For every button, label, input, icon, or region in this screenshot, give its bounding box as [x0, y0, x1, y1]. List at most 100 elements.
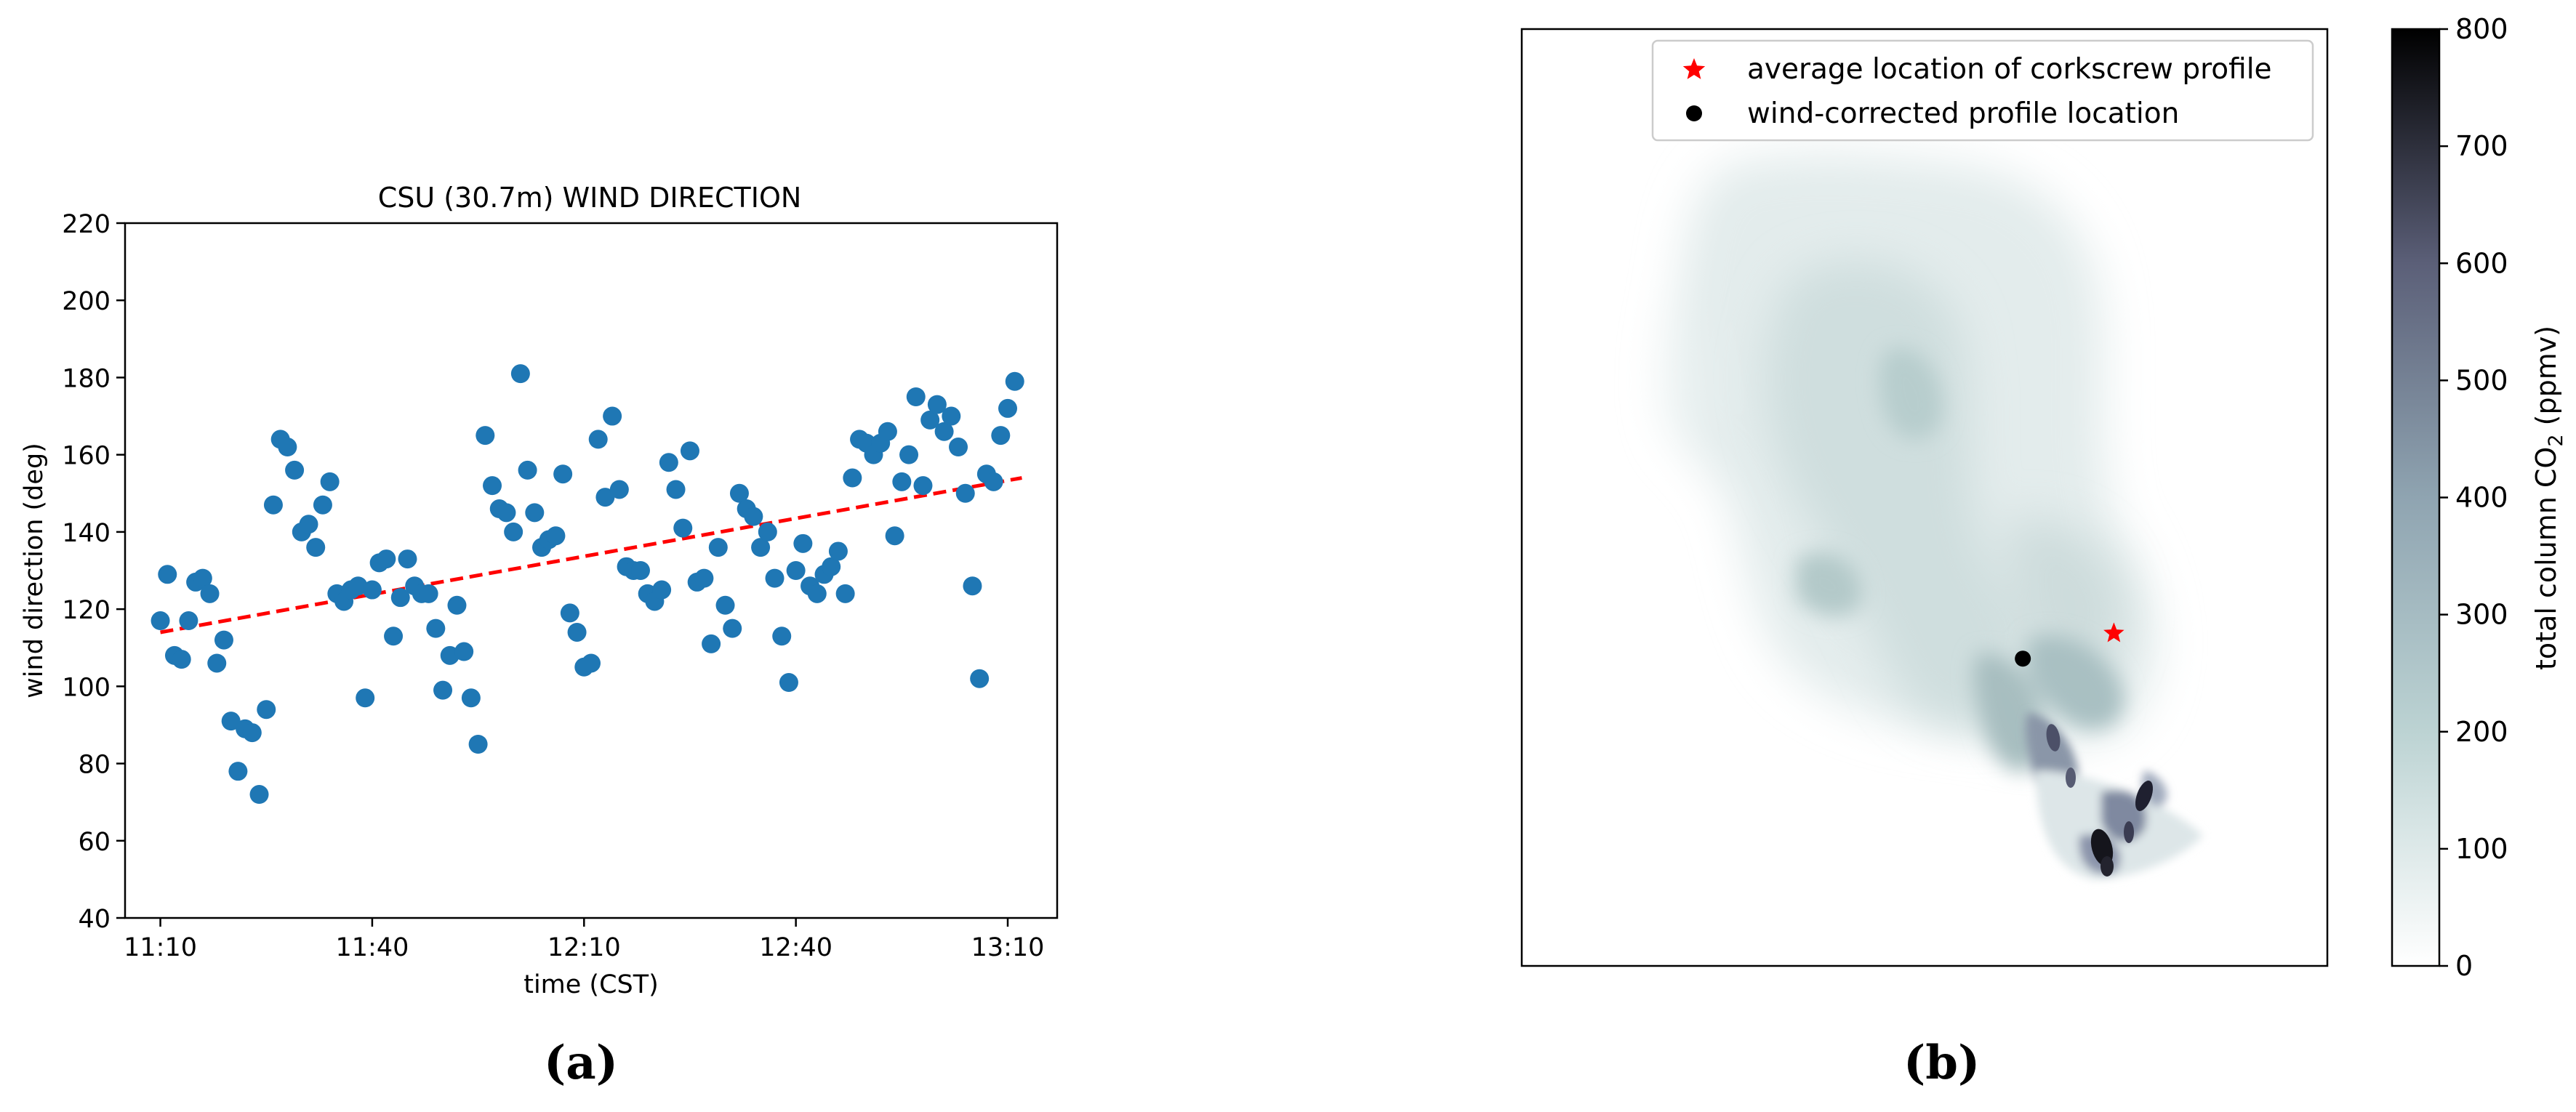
y-tick-label: 80: [78, 751, 111, 780]
trend-line: [160, 476, 1022, 634]
data-point: [207, 653, 227, 673]
data-point: [892, 472, 912, 491]
data-point: [680, 441, 699, 461]
data-point: [468, 735, 488, 754]
data-point: [200, 584, 220, 603]
data-point: [955, 483, 975, 503]
data-point: [729, 483, 749, 503]
legend-label-average-location: average location of corkscrew profile: [1747, 53, 2272, 86]
data-point: [510, 364, 530, 384]
data-point: [991, 426, 1011, 446]
y-tick-label: 220: [62, 210, 111, 239]
data-point: [828, 541, 848, 561]
data-point: [313, 495, 332, 515]
data-point: [609, 480, 629, 499]
data-point: [942, 406, 961, 426]
data-point: [835, 584, 855, 603]
y-axis-label: wind direction (deg): [20, 443, 49, 698]
data-point: [758, 522, 777, 541]
data-point: [476, 426, 495, 446]
data-point: [708, 538, 728, 557]
data-point: [504, 522, 523, 541]
data-point: [158, 565, 177, 584]
colorbar-tick-label: 800: [2455, 13, 2508, 45]
data-point: [356, 688, 375, 708]
data-point: [702, 634, 721, 653]
data-point: [518, 460, 537, 480]
colorbar-tick-label: 500: [2455, 364, 2508, 396]
data-point: [193, 568, 212, 588]
colorbar-tick-label: 600: [2455, 247, 2508, 279]
data-point: [1005, 371, 1024, 391]
x-tick-label: 13:10: [971, 933, 1045, 962]
data-point: [299, 515, 318, 534]
colorbar-tick-label: 400: [2455, 482, 2508, 514]
location-markers: [2015, 622, 2124, 667]
data-point: [786, 561, 806, 580]
data-point: [779, 673, 798, 693]
colorbar-tick-label: 0: [2455, 950, 2473, 982]
data-point: [963, 576, 982, 596]
plot-frame: [124, 222, 1059, 919]
legend-star-icon: [1682, 58, 1706, 79]
data-point: [447, 595, 467, 615]
data-point: [744, 507, 763, 526]
x-tick-label: 11:10: [124, 933, 197, 962]
data-point: [588, 430, 608, 449]
legend: average location of corkscrew profile wi…: [1651, 39, 2314, 142]
data-point: [553, 464, 573, 484]
x-tick-label: 11:40: [335, 933, 409, 962]
data-point: [483, 476, 502, 496]
data-point: [723, 619, 742, 638]
y-tick-label: 100: [62, 673, 111, 702]
data-point: [228, 762, 248, 781]
data-point: [377, 549, 396, 569]
data-point: [793, 533, 813, 553]
data-point: [278, 438, 297, 457]
x-tick-label: 12:10: [547, 933, 621, 962]
data-point: [221, 712, 241, 731]
data-point: [426, 619, 446, 638]
data-point: [807, 584, 827, 603]
data-point: [751, 538, 771, 557]
data-point: [306, 538, 326, 557]
data-point: [927, 395, 947, 414]
data-point: [885, 526, 904, 546]
data-point: [172, 650, 191, 669]
colorbar-label-main: total column CO: [2530, 447, 2562, 670]
data-point: [984, 472, 1003, 491]
data-point: [920, 410, 940, 430]
data-point: [970, 669, 990, 688]
y-tick-label: 180: [62, 364, 111, 393]
data-point: [659, 453, 678, 472]
data-point: [878, 422, 897, 441]
data-point: [249, 785, 269, 805]
y-tick-label: 40: [78, 905, 111, 934]
chart-title: CSU (30.7m) WIND DIRECTION: [378, 182, 802, 214]
data-point: [765, 568, 785, 588]
data-point: [263, 495, 283, 515]
data-point: [673, 518, 693, 538]
data-point: [320, 472, 340, 491]
legend-circle-icon: [1686, 105, 1702, 121]
y-tick-label: 140: [62, 519, 111, 548]
colorbar: 0 100 200 300 400 500 600 700 800 total column C…: [2391, 13, 2567, 982]
data-point: [242, 723, 262, 743]
legend-box: [1651, 39, 2314, 142]
data-point: [652, 580, 672, 600]
y-tick-label: 60: [78, 828, 111, 857]
panel-b-label: (b): [1903, 1036, 1981, 1090]
data-point: [384, 626, 404, 646]
data-point: [906, 387, 926, 406]
x-axis-label: time (CST): [523, 970, 659, 999]
x-tick-label: 12:40: [759, 933, 832, 962]
panel-a-label: (a): [544, 1036, 619, 1090]
data-point: [390, 588, 410, 608]
colorbar-label: total column CO2 (ppmv): [2530, 326, 2567, 670]
data-point: [179, 611, 198, 631]
colorbar-tick-label: 700: [2455, 130, 2508, 162]
data-point: [715, 595, 735, 615]
data-point: [582, 653, 601, 673]
colorbar-label-subscript: 2: [2545, 434, 2567, 446]
